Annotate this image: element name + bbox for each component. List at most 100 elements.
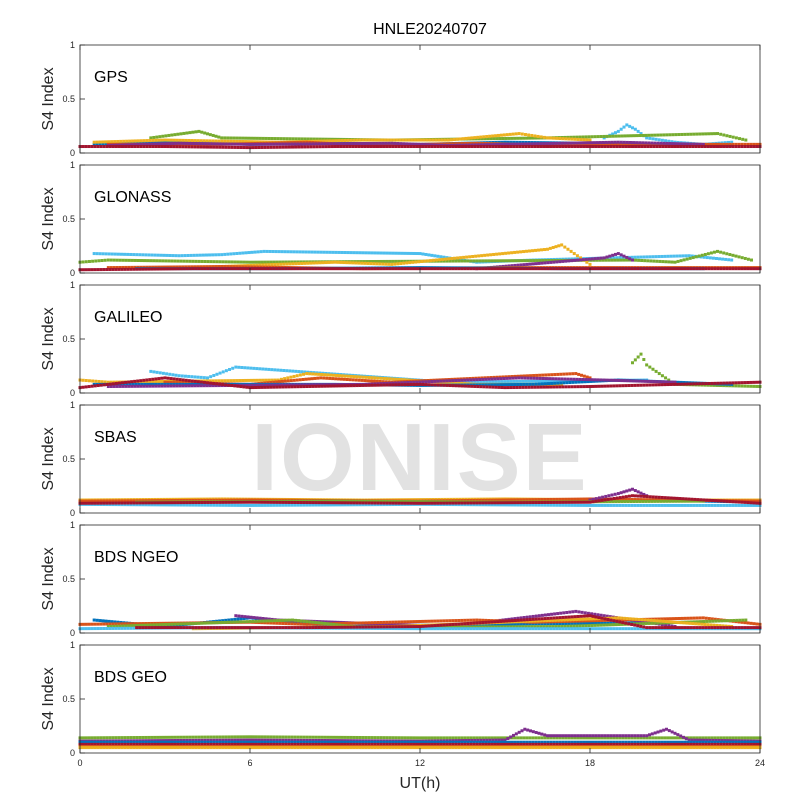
data-point — [340, 374, 344, 378]
data-point — [596, 256, 600, 260]
data-point — [270, 368, 274, 372]
data-point — [475, 267, 479, 271]
data-point — [126, 499, 130, 503]
data-point — [379, 501, 383, 505]
data-point — [360, 499, 364, 503]
data-point — [357, 145, 361, 149]
data-point — [305, 501, 309, 505]
data-point — [672, 382, 676, 386]
data-point — [257, 503, 261, 507]
data-point — [719, 384, 723, 388]
data-point — [653, 133, 657, 137]
data-point — [643, 379, 647, 383]
data-point — [403, 381, 407, 385]
data-point — [414, 260, 418, 264]
data-point — [384, 380, 388, 384]
data-point — [382, 267, 386, 271]
data-point — [202, 384, 206, 388]
data-point — [170, 133, 174, 137]
data-point — [668, 499, 672, 503]
data-point — [636, 355, 640, 359]
data-point — [129, 503, 133, 507]
data-point — [367, 267, 371, 271]
data-point — [594, 384, 598, 388]
data-point — [698, 142, 702, 146]
data-point — [746, 503, 750, 507]
data-point — [582, 497, 586, 501]
data-point — [430, 267, 434, 271]
data-point — [548, 142, 552, 146]
data-point — [623, 500, 627, 504]
data-point — [352, 267, 356, 271]
data-point — [558, 379, 562, 383]
data-point — [582, 145, 586, 149]
data-point — [313, 383, 317, 387]
data-point — [637, 145, 641, 149]
data-point — [272, 500, 276, 504]
data-point — [370, 376, 374, 380]
data-point — [528, 262, 532, 266]
data-point — [217, 135, 221, 139]
data-point — [497, 380, 501, 384]
data-point — [552, 145, 556, 149]
data-point — [419, 500, 423, 504]
data-point — [494, 380, 498, 384]
data-point — [172, 384, 176, 388]
data-point — [671, 142, 675, 146]
data-point — [501, 137, 505, 141]
data-point — [179, 132, 183, 136]
data-point — [396, 262, 400, 266]
data-point — [473, 143, 477, 147]
data-point — [566, 377, 570, 381]
data-point — [367, 138, 371, 142]
data-point — [358, 375, 362, 379]
data-point — [366, 261, 370, 265]
data-point — [558, 503, 562, 507]
data-point — [470, 145, 474, 149]
data-point — [215, 498, 219, 502]
data-point — [740, 381, 744, 385]
data-point — [567, 385, 571, 389]
data-point — [734, 136, 738, 140]
data-point — [412, 382, 416, 386]
data-point — [578, 258, 582, 262]
data-point — [215, 372, 219, 376]
data-point — [179, 503, 183, 507]
data-point — [691, 145, 695, 149]
data-point — [498, 252, 502, 256]
data-point — [541, 373, 545, 377]
data-point — [280, 250, 284, 254]
data-point — [334, 384, 338, 388]
data-point — [286, 376, 290, 380]
data-point — [98, 252, 102, 256]
data-point — [316, 383, 320, 387]
data-point — [281, 267, 285, 271]
data-point — [244, 136, 248, 140]
data-point — [507, 136, 511, 140]
data-point — [130, 258, 134, 262]
data-point — [261, 263, 265, 267]
data-point — [91, 379, 95, 383]
data-point — [666, 267, 670, 271]
data-point — [287, 142, 291, 146]
data-point — [521, 379, 525, 383]
data-point — [273, 262, 277, 266]
data-point — [315, 261, 319, 265]
data-point — [127, 258, 131, 262]
data-point — [499, 503, 503, 507]
data-point — [117, 145, 121, 149]
data-point — [412, 145, 416, 149]
data-point — [725, 134, 729, 138]
data-point — [385, 501, 389, 505]
data-point — [162, 503, 166, 507]
data-point — [500, 145, 504, 149]
data-point — [107, 252, 111, 256]
data-point — [366, 141, 370, 145]
data-point — [662, 141, 666, 145]
data-point — [345, 145, 349, 149]
data-point — [624, 497, 628, 501]
data-point — [535, 259, 539, 263]
data-point — [290, 503, 294, 507]
data-point — [252, 263, 256, 267]
data-point — [581, 135, 585, 139]
